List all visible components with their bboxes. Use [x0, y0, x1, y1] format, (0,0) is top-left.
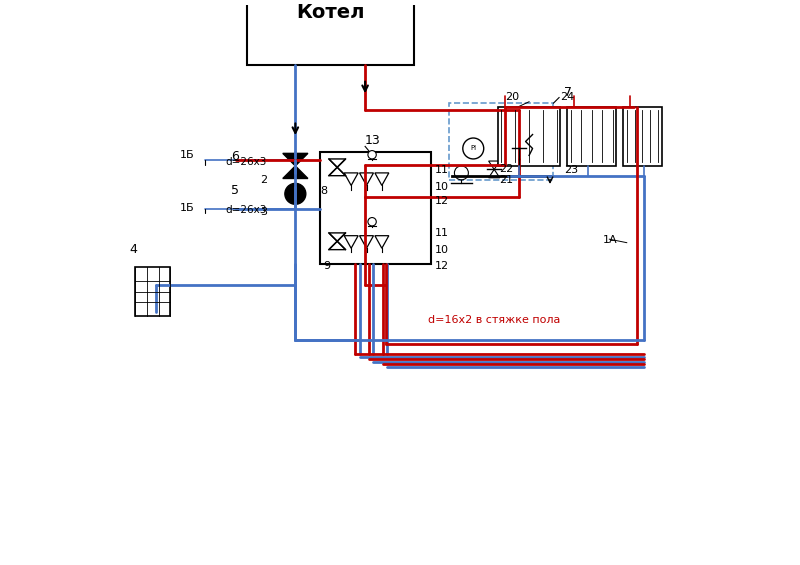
Text: 10: 10 [435, 245, 449, 255]
Text: 1Б: 1Б [180, 150, 195, 159]
Text: 3: 3 [261, 207, 267, 217]
Polygon shape [344, 236, 358, 248]
Text: 1А: 1А [602, 234, 617, 245]
Polygon shape [329, 167, 346, 176]
Circle shape [368, 150, 376, 159]
Bar [246, 0, 414, 65]
Polygon shape [489, 161, 500, 169]
Polygon shape [359, 236, 374, 248]
Text: 7: 7 [564, 86, 572, 99]
Text: 2: 2 [261, 175, 267, 185]
Text: d=26x3: d=26x3 [226, 205, 267, 215]
Text: 6: 6 [231, 150, 239, 163]
Bar [498, 107, 561, 166]
Text: 22: 22 [499, 163, 514, 173]
Polygon shape [329, 233, 346, 241]
Text: 5: 5 [231, 184, 239, 197]
Text: 12: 12 [435, 196, 449, 206]
Polygon shape [329, 159, 346, 167]
FancyBboxPatch shape [449, 103, 554, 180]
Text: 24: 24 [561, 92, 574, 102]
Bar [135, 267, 170, 316]
Text: Котел: Котел [296, 3, 365, 22]
Circle shape [285, 184, 306, 205]
Bar [567, 107, 616, 166]
Text: 4: 4 [130, 243, 137, 256]
Text: 8: 8 [320, 186, 327, 196]
Polygon shape [375, 173, 389, 185]
Text: d=16x2 в стяжке пола: d=16x2 в стяжке пола [428, 315, 560, 325]
Polygon shape [329, 241, 346, 250]
Circle shape [368, 218, 376, 226]
Text: 11: 11 [435, 228, 449, 238]
Text: 12: 12 [435, 261, 449, 271]
Text: 13: 13 [365, 133, 381, 146]
Text: d=26x3: d=26x3 [226, 157, 267, 167]
Polygon shape [489, 170, 500, 178]
Polygon shape [375, 236, 389, 248]
Polygon shape [282, 153, 308, 166]
Text: PI: PI [470, 145, 476, 151]
Bar [623, 107, 662, 166]
Text: 10: 10 [435, 182, 449, 192]
Text: 11: 11 [435, 165, 449, 175]
Text: 20: 20 [505, 92, 518, 102]
Text: 23: 23 [564, 165, 578, 175]
Bar [320, 152, 431, 264]
Text: 9: 9 [323, 261, 330, 271]
Text: 1Б: 1Б [180, 203, 195, 213]
Polygon shape [344, 173, 358, 185]
Polygon shape [359, 173, 374, 185]
Polygon shape [282, 166, 308, 179]
Text: 21: 21 [499, 175, 513, 185]
